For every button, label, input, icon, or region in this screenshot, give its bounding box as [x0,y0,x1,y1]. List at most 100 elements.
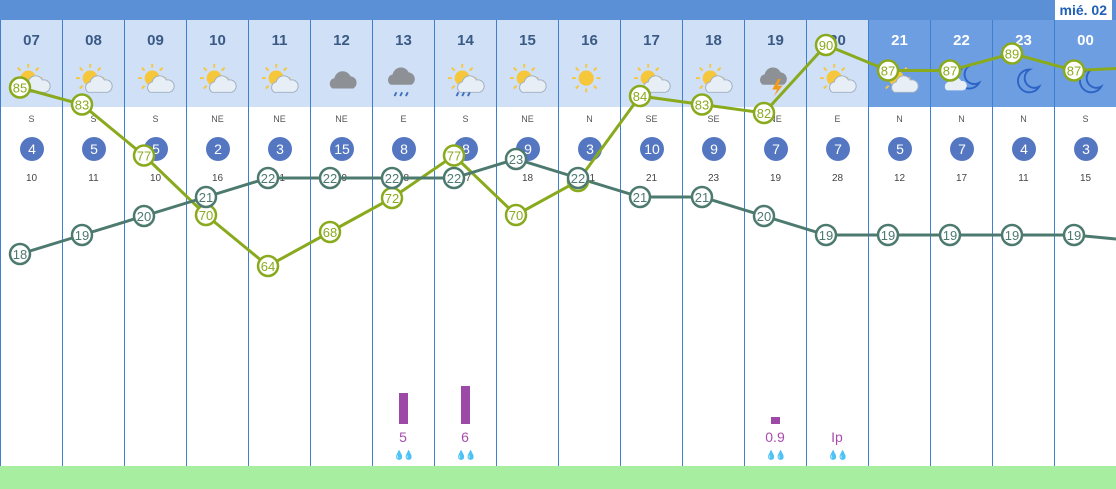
wind-direction: S [28,114,35,124]
hour-column: 21 N 5 12 [868,20,930,489]
hour-column: 10 NE 2 16 [186,20,248,489]
humidity-point: 83 [70,93,94,116]
svg-text:22: 22 [385,171,399,186]
wind-gust: 10 [25,173,38,184]
hour-column: 16 N 3 21 [558,20,620,489]
humidity-point: 90 [814,33,838,57]
rain-amount: 0.9 [765,429,785,445]
hour-header: 21 [869,20,930,107]
rain-amount: Ip [831,429,843,445]
svg-text:19: 19 [1005,228,1019,243]
wind-direction: N [958,114,965,124]
humidity-point: 77 [132,144,156,167]
svg-text:19: 19 [819,228,833,243]
hour-header: 22 [931,20,992,107]
hour-column: 23 N 4 11 [992,20,1054,489]
svg-text:70: 70 [199,208,213,223]
svg-text:21: 21 [633,190,647,205]
temperature-point: 22 [380,166,404,190]
wind-direction: N [1020,114,1027,124]
temperature-point: 18 [8,242,32,266]
sun-cloud-icon [74,62,114,98]
sun-cloud-icon [198,62,238,98]
wind-direction: S [1082,114,1089,124]
hour-column: 14 S 8 37 [434,20,496,489]
temperature-point: 19 [876,223,900,247]
hour-column: 09 S 5 10 [124,20,186,489]
hour-label: 22 [953,32,970,49]
sun-cloud-icon [136,62,176,98]
temperature-point: 21 [194,185,218,209]
svg-text:23: 23 [509,152,523,167]
rain-bar [461,386,470,424]
svg-text:87: 87 [1067,64,1081,79]
wind-gust: 11 [1018,173,1029,184]
humidity-point: 83 [690,93,714,116]
sun-cloud-icon [818,62,858,98]
wind-speed: 3 [268,137,292,161]
hour-label: 07 [23,32,40,49]
wind-direction: NE [335,114,348,124]
wind-direction: NE [211,114,224,124]
rain-bar [771,417,780,424]
temperature-point: 19 [70,223,94,247]
hour-header: 19 [745,20,806,107]
wind-direction: S [462,114,469,124]
svg-text:64: 64 [261,259,275,274]
svg-text:22: 22 [261,171,275,186]
svg-text:18: 18 [13,247,27,262]
hour-header: 15 [497,20,558,107]
temperature-point: 19 [1062,223,1086,247]
sun-cloud-icon [260,62,300,98]
svg-text:22: 22 [447,171,461,186]
hour-header: 14 [435,20,496,107]
hour-header: 10 [187,20,248,107]
hour-header: 18 [683,20,744,107]
wind-speed: 15 [330,137,354,161]
temperature-point: 20 [132,204,156,228]
hour-column: 00 S 3 15 [1054,20,1116,489]
wind-gust: 16 [211,173,224,184]
wind-direction: N [586,114,593,124]
temperature-point: 21 [690,185,714,209]
wind-speed: 8 [392,137,416,161]
moon-icon [1004,62,1044,98]
hour-label: 08 [85,32,102,49]
svg-text:83: 83 [75,98,89,113]
hour-header: 00 [1055,20,1116,107]
cloud-icon [322,62,362,98]
svg-text:82: 82 [757,106,771,121]
hour-label: 09 [147,32,164,49]
wind-gust: 12 [893,173,906,184]
rain-amount: 6 [461,429,469,445]
humidity-point: 72 [380,186,404,210]
svg-text:19: 19 [881,228,895,243]
rain-bar [399,393,408,424]
humidity-point: 77 [442,144,466,167]
svg-text:87: 87 [881,64,895,79]
wind-speed: 7 [764,137,788,161]
timeline-bar [0,466,1116,489]
svg-text:90: 90 [819,38,833,53]
wind-direction: N [896,114,903,124]
temperature-point: 21 [628,185,652,209]
hour-label: 15 [519,32,536,49]
hour-column: 08 S 5 11 [62,20,124,489]
hour-column: 22 N 7 17 [930,20,992,489]
wind-speed: 4 [20,137,44,161]
wind-direction: SE [645,114,658,124]
hour-header: 16 [559,20,620,107]
wind-gust: 11 [88,173,99,184]
rain-cloud-icon [384,62,424,98]
temperature-point: 22 [442,166,466,190]
svg-text:20: 20 [137,209,151,224]
rain-amount: 5 [399,429,407,445]
temperature-point: 22 [256,166,280,190]
sun-icon [570,62,610,98]
wind-gust: 19 [769,173,782,184]
wind-speed: 10 [640,137,664,161]
svg-text:72: 72 [385,191,399,206]
wind-gust: 18 [521,173,534,184]
wind-speed: 7 [826,137,850,161]
hour-label: 13 [395,32,412,49]
